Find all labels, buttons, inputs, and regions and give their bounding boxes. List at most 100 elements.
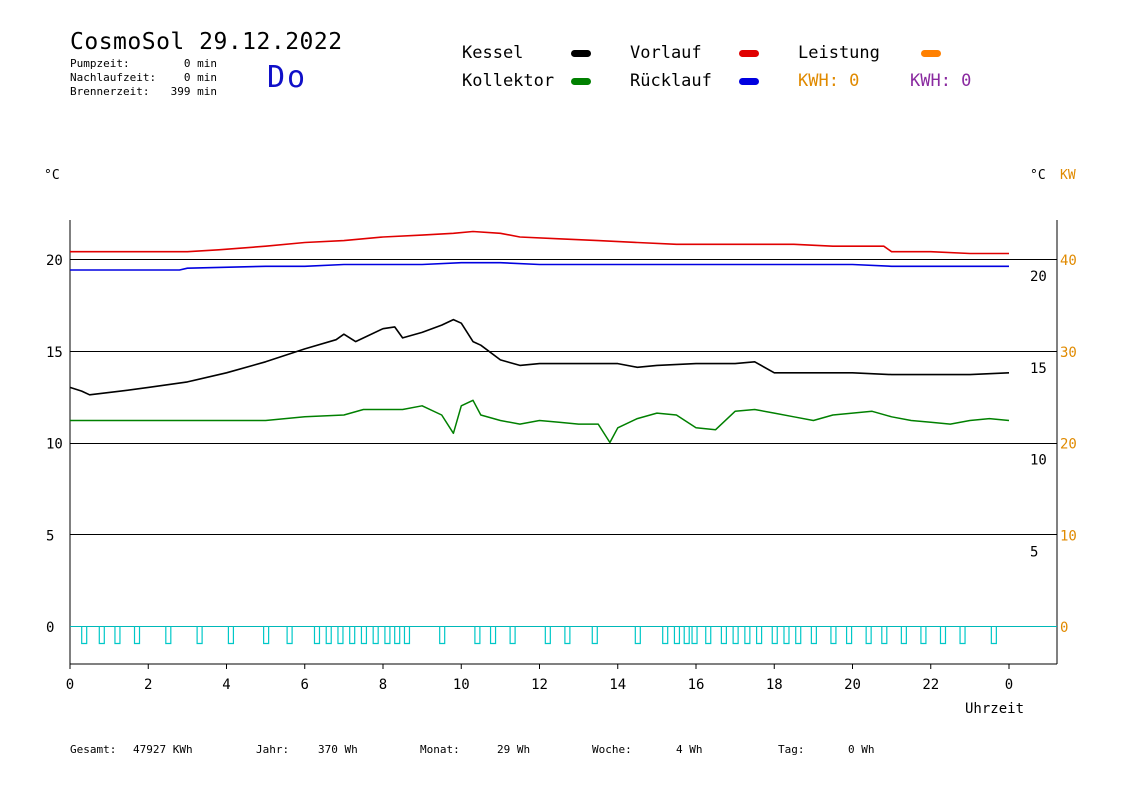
stat-brennerzeit-label: Brennerzeit: (70, 85, 150, 98)
pump-pulse (474, 626, 481, 645)
legend-ruecklauf-swatch (739, 78, 759, 85)
kw-axis-unit: KW (1060, 168, 1076, 183)
legend-ruecklauf-label: Rücklauf (630, 71, 712, 91)
footer-gesamt-label: Gesamt: (70, 743, 117, 756)
pump-pulse (509, 626, 516, 645)
series-kollektor (70, 399, 1010, 444)
pump-pulse (691, 626, 698, 645)
stat-brennerzeit-value: 399 min (170, 85, 217, 98)
pump-pulse (133, 626, 141, 645)
pump-pulse (439, 626, 446, 645)
legend-kessel-label: Kessel (462, 43, 524, 63)
pump-pulse (360, 626, 368, 645)
legend-kwh-purple: KWH: 0 (910, 71, 972, 91)
pump-pulse (349, 626, 356, 645)
kw-tick-label: 20 (1060, 437, 1077, 453)
page-title: CosmoSol 29.12.2022 (70, 29, 343, 55)
stat-pumpzeit-value: 0 min (183, 57, 217, 70)
footer-woche-label: Woche: (592, 743, 632, 756)
pump-pulse (384, 626, 391, 645)
x-tick-label: 18 (766, 677, 783, 693)
kw-tick-label: 30 (1060, 345, 1077, 361)
kw-tick-label: 40 (1060, 253, 1077, 269)
footer-woche-value: 4 Wh (676, 743, 703, 756)
legend-kessel-swatch (571, 50, 591, 57)
legend-kollektor-swatch (571, 78, 591, 85)
chart-ticks: 0 5 10 15 20 5 10 15 20 0 10 20 30 40 0 2 4 6 8 10 12 14 16 18 2… (46, 253, 1077, 693)
pump-pulse (673, 626, 681, 645)
stat-nachlaufzeit-value: 0 min (183, 71, 217, 84)
pump-pulse (959, 626, 966, 645)
pump-pulse (403, 626, 411, 645)
footer-monat-label: Monat: (420, 743, 460, 756)
stat-nachlaufzeit-label: Nachlaufzeit: (70, 71, 157, 84)
x-tick-label: 4 (222, 677, 230, 693)
y-tick-right-label: 20 (1030, 269, 1047, 285)
pump-pulse (732, 626, 739, 645)
pump-pulse (720, 626, 727, 645)
x-tick-label: 12 (531, 677, 548, 693)
pump-pulse (263, 626, 270, 645)
legend-kwh-orange: KWH: 0 (798, 71, 860, 91)
footer-jahr-value: 370 Wh (318, 743, 358, 756)
pump-pulse (634, 626, 641, 645)
x-tick-label: 2 (144, 677, 152, 693)
legend-vorlauf-label: Vorlauf (630, 43, 702, 63)
pump-pulse (795, 626, 802, 645)
pump-pulse (489, 626, 497, 645)
pump-pulse (810, 626, 817, 645)
y-tick-right-label: 15 (1030, 361, 1047, 377)
footer-tag-label: Tag: (778, 743, 805, 756)
pump-pulse (705, 626, 712, 645)
pump-pulse (337, 626, 344, 645)
pump-pulse (783, 626, 790, 645)
pump-pulse (98, 626, 105, 645)
pump-pulse (990, 626, 997, 645)
kw-tick-label: 10 (1060, 528, 1077, 544)
y-tick-left-label: 10 (46, 437, 63, 453)
footer-tag-value: 0 Wh (848, 743, 875, 756)
left-axis-unit: °C (44, 168, 60, 183)
legend-kollektor-label: Kollektor (462, 71, 555, 91)
pump-pulse (756, 626, 763, 645)
pump-pulse (81, 626, 88, 645)
pump-pulse (313, 626, 321, 645)
pump-pulse (544, 626, 551, 645)
pump-pulse (325, 626, 332, 645)
pump-pulse (771, 626, 778, 645)
y-tick-right-label: 5 (1030, 544, 1038, 560)
right-axis-unit: °C (1030, 168, 1046, 183)
kw-tick-label: 0 (1060, 620, 1068, 636)
pump-pulse (564, 626, 571, 645)
pump-pulse (900, 626, 907, 645)
pump-pulse (196, 626, 203, 645)
pump-pulse (372, 626, 379, 645)
chart-series (69, 230, 1010, 444)
pump-pulse (165, 626, 172, 645)
x-tick-label: 10 (453, 677, 470, 693)
x-tick-label: 16 (688, 677, 705, 693)
y-tick-left-label: 5 (46, 528, 54, 544)
x-tick-label: 0 (1005, 677, 1013, 693)
pump-pulse (286, 626, 293, 645)
pump-pulse (683, 626, 690, 645)
legend-leistung-label: Leistung (798, 43, 880, 63)
pump-pulse (744, 626, 751, 645)
series-ruecklauf (70, 261, 1009, 271)
x-tick-label: 20 (844, 677, 861, 693)
chart-grid (69, 220, 1058, 665)
pump-pulse (830, 626, 837, 645)
x-tick-label: 8 (379, 677, 387, 693)
x-tick-label: 22 (922, 677, 939, 693)
pump-pulse (920, 626, 927, 645)
pump-pulse (939, 626, 947, 645)
weekday-label: Do (267, 60, 308, 95)
x-tick-label: 0 (66, 677, 74, 693)
y-tick-left-label: 15 (46, 345, 63, 361)
pump-pulse (591, 626, 598, 645)
pump-pulse (227, 626, 235, 645)
pump-pulse (845, 626, 853, 645)
pump-pulse (114, 626, 121, 645)
pump-pulse (865, 626, 872, 645)
